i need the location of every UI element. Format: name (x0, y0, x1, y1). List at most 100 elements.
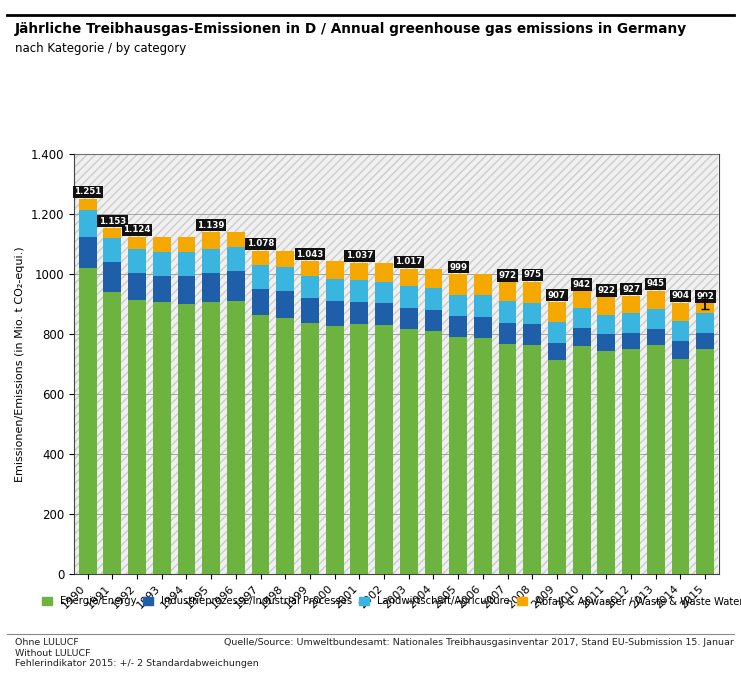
Bar (647, 309, 665, 328)
Bar (350, 302, 368, 324)
Bar (697, 313, 714, 332)
Bar (178, 237, 196, 253)
Bar (153, 276, 170, 302)
Text: nach Kategorie / by category: nach Kategorie / by category (15, 42, 186, 55)
Text: 1.153: 1.153 (99, 217, 126, 225)
Bar (523, 281, 541, 302)
Bar (597, 335, 615, 351)
Bar (276, 291, 294, 318)
Bar (350, 324, 368, 574)
Y-axis label: Emissionen/Emissions (in Mio. t CO₂-equi.): Emissionen/Emissions (in Mio. t CO₂-equi… (16, 246, 25, 482)
Bar (622, 332, 640, 349)
Bar (326, 279, 344, 301)
Bar (622, 349, 640, 574)
Bar (425, 288, 442, 310)
Bar (523, 302, 541, 324)
Bar (326, 261, 344, 279)
Bar (128, 237, 146, 249)
Text: 945: 945 (647, 279, 665, 288)
Text: 904: 904 (671, 291, 689, 300)
Bar (622, 313, 640, 332)
Bar (548, 322, 566, 343)
Bar (474, 317, 492, 338)
Bar (375, 263, 393, 281)
Bar (548, 343, 566, 360)
Bar (573, 346, 591, 574)
Bar (227, 232, 245, 247)
Bar (449, 337, 467, 574)
Bar (178, 276, 196, 304)
Bar (523, 324, 541, 345)
Bar (301, 276, 319, 298)
Bar (202, 232, 220, 249)
Bar (449, 316, 467, 337)
Bar (499, 323, 516, 344)
Bar (425, 269, 442, 288)
Text: 999: 999 (449, 263, 467, 272)
Bar (301, 261, 319, 276)
Bar (276, 251, 294, 267)
Text: 1.124: 1.124 (123, 225, 151, 234)
Text: 1.251: 1.251 (74, 188, 102, 196)
Bar (697, 303, 714, 313)
Bar (523, 345, 541, 574)
Bar (128, 249, 146, 274)
Bar (79, 210, 96, 237)
Bar (671, 303, 689, 321)
Bar (252, 265, 270, 289)
Bar (326, 326, 344, 574)
Bar (153, 251, 170, 276)
Text: 975: 975 (523, 270, 541, 279)
Text: 922: 922 (597, 286, 615, 295)
Bar (449, 295, 467, 316)
Bar (301, 298, 319, 323)
Bar (573, 308, 591, 328)
Bar (276, 267, 294, 291)
Bar (499, 301, 516, 323)
Bar (350, 263, 368, 280)
Bar (301, 323, 319, 574)
Text: Quelle/Source: Umweltbundesamt: Nationales Treibhausgasinventar 2017, Stand EU-S: Quelle/Source: Umweltbundesamt: National… (224, 638, 734, 648)
Bar (425, 310, 442, 331)
Text: 1.139: 1.139 (198, 221, 225, 230)
Bar (276, 318, 294, 574)
Text: Jährliche Treibhausgas-Emissionen in D / Annual greenhouse gas emissions in Germ: Jährliche Treibhausgas-Emissionen in D /… (15, 22, 687, 36)
Bar (350, 280, 368, 302)
Bar (425, 331, 442, 574)
Bar (474, 338, 492, 574)
Bar (252, 251, 270, 265)
Bar (647, 345, 665, 574)
Bar (326, 301, 344, 326)
Bar (499, 282, 516, 301)
Text: 1.078: 1.078 (247, 239, 274, 248)
Bar (375, 303, 393, 325)
Text: 942: 942 (573, 280, 591, 289)
Text: 972: 972 (499, 271, 516, 280)
Bar (449, 274, 467, 295)
Bar (153, 237, 170, 251)
Bar (548, 302, 566, 322)
Text: 1.037: 1.037 (346, 251, 373, 260)
Bar (647, 328, 665, 345)
Bar (548, 360, 566, 574)
Bar (597, 314, 615, 335)
Bar (178, 304, 196, 574)
Bar (697, 349, 714, 574)
Text: 907: 907 (548, 290, 566, 300)
Text: 1.043: 1.043 (296, 250, 324, 259)
Bar (252, 289, 270, 316)
Bar (622, 296, 640, 313)
Bar (573, 328, 591, 346)
Bar (79, 237, 96, 268)
Bar (128, 300, 146, 574)
Bar (104, 238, 122, 262)
Text: 927: 927 (622, 284, 640, 293)
Bar (697, 332, 714, 349)
Bar (227, 272, 245, 301)
Bar (400, 269, 418, 286)
Bar (671, 341, 689, 358)
Text: Ohne LULUCF
Without LULUCF
Fehlerindikator 2015: +/- 2 Standardabweichungen: Ohne LULUCF Without LULUCF Fehlerindikat… (15, 638, 259, 668)
Bar (400, 286, 418, 308)
Bar (128, 274, 146, 300)
Bar (597, 298, 615, 314)
